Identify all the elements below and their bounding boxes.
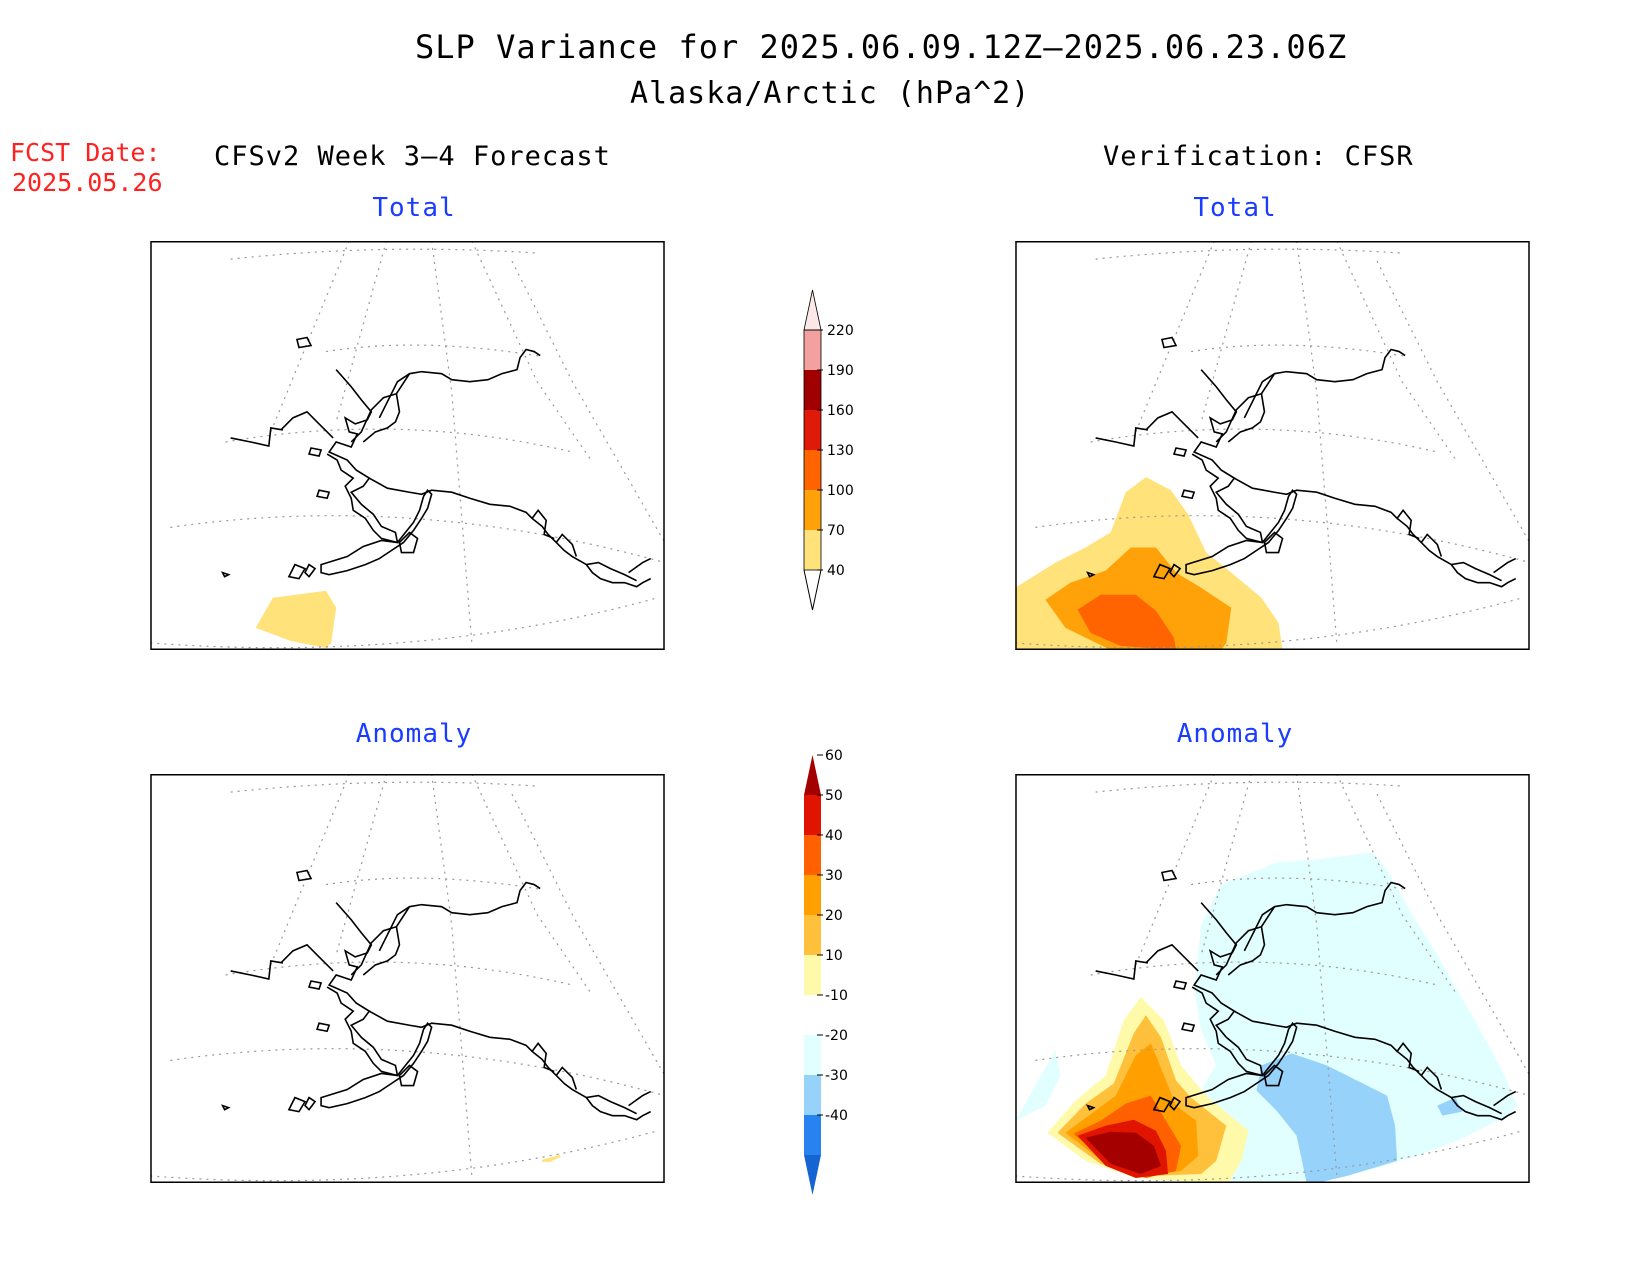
map-frame <box>150 774 665 1183</box>
map-verification-anomaly <box>1015 774 1530 1183</box>
colorbar-anomaly-swatch <box>804 995 821 1035</box>
map-frame <box>150 241 665 650</box>
colorbar-anomaly-tick-label: 30 <box>825 868 843 884</box>
colorbar-total-bottom-tail <box>803 569 822 611</box>
figure-title: SLP Variance for 2025.06.09.12Z—2025.06.… <box>415 28 1348 66</box>
colorbar-total-tick-label: 160 <box>827 403 854 419</box>
colorbar-total-swatch <box>804 530 821 570</box>
colorbar-total-swatch <box>804 330 821 370</box>
colorbar-anomaly-tick-label: -10 <box>825 988 848 1004</box>
shade-above-60 <box>1085 1131 1161 1174</box>
colorbar-total-tick-label: 100 <box>827 483 854 499</box>
forecast-column-header: CFSv2 Week 3—4 Forecast <box>214 141 611 172</box>
shade-40-70 <box>255 590 337 648</box>
map-frame <box>1015 774 1530 1183</box>
colorbar-total-tick-label: 40 <box>827 563 845 579</box>
panel-label-bottom-right: Anomaly <box>1176 719 1294 749</box>
colorbar-anomaly-tick-label: -40 <box>825 1108 848 1124</box>
figure-subtitle: Alaska/Arctic (hPa^2) <box>630 76 1031 111</box>
fcst-date-label: FCST Date: <box>10 138 161 167</box>
colorbar-total: 40 70 100 130 160 190 220 <box>803 289 854 611</box>
colorbar-total-tick-label: 190 <box>827 363 854 379</box>
colorbar-anomaly-swatch <box>804 1035 821 1075</box>
colorbar-anomaly-swatch <box>804 1075 821 1115</box>
colorbar-anomaly-tick-label: 20 <box>825 908 843 924</box>
colorbar-anomaly-swatch <box>804 795 821 835</box>
colorbar-total-swatch <box>804 450 821 490</box>
panel-label-top-right: Total <box>1193 193 1277 223</box>
colorbar-total-tick-label: 130 <box>827 443 854 459</box>
colorbar-anomaly-tick-label: 50 <box>825 788 843 804</box>
colorbar-anomaly-tick-label: 60 <box>825 748 843 764</box>
fcst-date-value: 2025.05.26 <box>12 168 163 197</box>
shade-100-130 <box>1077 594 1177 650</box>
colorbar-total-top-arrow <box>803 289 822 331</box>
panel-label-top-left: Total <box>372 193 456 223</box>
colorbar-anomaly-swatch <box>804 835 821 875</box>
map-frame <box>1015 241 1530 650</box>
colorbar-total-swatch <box>804 410 821 450</box>
colorbar-anomaly-tick-label: 10 <box>825 948 843 964</box>
colorbar-anomaly-swatch <box>804 1115 821 1155</box>
shade-10-20 <box>541 1154 561 1162</box>
colorbar-anomaly-top-arrow <box>804 755 821 795</box>
colorbar-anomaly-tick-label: 40 <box>825 828 843 844</box>
map-forecast-total <box>150 241 665 650</box>
colorbar-total-tick-label: 70 <box>827 523 845 539</box>
shade-minus20-minus30-b <box>1437 1097 1463 1116</box>
colorbar-anomaly-bottom-arrow <box>804 1155 821 1195</box>
colorbar-anomaly-swatch <box>804 955 821 995</box>
colorbar-total-swatch <box>804 370 821 410</box>
colorbar-anomaly-tick-label: -20 <box>825 1028 848 1044</box>
colorbar-total-tick-label: 220 <box>827 323 854 339</box>
panel-label-bottom-left: Anomaly <box>355 719 473 749</box>
map-forecast-anomaly <box>150 774 665 1183</box>
colorbar-anomaly-tick-label: -30 <box>825 1068 848 1084</box>
shade-minus10-minus20-west <box>1015 1050 1061 1121</box>
colorbar-total-swatch <box>804 490 821 530</box>
colorbar-anomaly: -40 -30 -20 -10 10 20 30 40 50 60 <box>804 748 848 1195</box>
map-verification-total <box>1015 241 1530 650</box>
colorbar-anomaly-swatch <box>804 875 821 915</box>
verification-column-header: Verification: CFSR <box>1103 141 1414 172</box>
shade-minus20-minus30 <box>1256 1053 1398 1183</box>
colorbar-anomaly-swatch <box>804 915 821 955</box>
